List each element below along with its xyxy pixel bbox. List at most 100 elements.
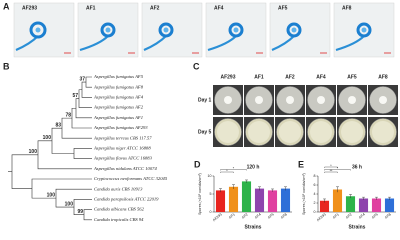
y-tick-label: 6 xyxy=(314,183,316,187)
colony xyxy=(224,96,232,104)
y-tick-label: 2 xyxy=(314,201,316,205)
panel-letter: B xyxy=(3,61,10,71)
bar xyxy=(254,188,265,212)
plate-label: AF8 xyxy=(378,74,388,80)
vesicle xyxy=(291,27,297,33)
y-axis-title: Spores (×10⁶ conidia/cm²) xyxy=(198,173,202,215)
error-bar xyxy=(284,186,287,191)
tree-branch xyxy=(75,98,92,119)
y-tick-label: 8 xyxy=(314,174,316,178)
colony xyxy=(255,96,263,104)
vesicle xyxy=(105,27,111,33)
x-tick-label: AF5 xyxy=(267,212,275,219)
conidiophore xyxy=(29,21,47,39)
image-label: AF5 xyxy=(278,5,288,11)
conidiophore xyxy=(286,22,302,38)
bootstrap-value: 57 xyxy=(72,93,78,99)
bar xyxy=(241,181,252,212)
bar xyxy=(358,198,369,212)
conidiophore xyxy=(100,22,116,38)
colony xyxy=(372,121,394,143)
panel-letter: C xyxy=(193,61,200,71)
colony xyxy=(217,121,239,143)
colony xyxy=(317,96,325,104)
error-bar xyxy=(388,196,391,200)
taxon-label: Aspergillus fumigatus AF2 xyxy=(93,105,144,110)
colony xyxy=(310,121,332,143)
vesicle xyxy=(163,27,169,33)
x-tick-label: AF8 xyxy=(384,212,392,219)
taxon-label: Candida parapsilosis ATCC 22019 xyxy=(94,196,159,201)
chart-title: 120 h xyxy=(247,164,260,170)
sig-bracket xyxy=(324,169,351,171)
bootstrap-value: 37 xyxy=(79,76,85,82)
bar xyxy=(332,189,343,212)
colony xyxy=(379,96,387,104)
x-tick-label: AF293 xyxy=(212,212,223,222)
bar xyxy=(371,198,382,212)
bootstrap-value: 100 xyxy=(47,192,56,198)
bar xyxy=(384,198,395,212)
taxon-label: Aspergillus niger ATCC 16888 xyxy=(93,145,151,150)
figure: A B C AF293 AF1 AF2 AF4 AF5 AF8 Aspergillus fu… xyxy=(3,1,398,230)
sig-mark: * xyxy=(226,169,228,173)
x-tick-label: AF293 xyxy=(316,212,327,222)
taxon-label: Aspergillus fumigatus AF1 xyxy=(93,115,143,120)
sig-bracket xyxy=(220,169,247,171)
bootstrap-value: 83 xyxy=(55,122,61,128)
bar xyxy=(319,200,330,212)
bar xyxy=(215,190,226,212)
sig-mark: * xyxy=(337,166,339,170)
taxon-label: Aspergillus fumigatus AF293 xyxy=(93,125,148,130)
error-bar xyxy=(362,196,365,200)
taxon-label: Aspergillus fumigatus AF5 xyxy=(93,74,144,79)
colony xyxy=(248,121,270,143)
taxon-label: Aspergillus nidulans ATCC 10074 xyxy=(93,166,157,171)
sig-bracket xyxy=(324,171,338,173)
bootstrap-value: 99 xyxy=(77,209,83,215)
image-label: AF1 xyxy=(86,5,96,11)
colony xyxy=(341,121,363,143)
image-label: AF2 xyxy=(150,5,160,11)
bootstrap-value: 100 xyxy=(43,135,52,141)
tree-branch xyxy=(11,154,38,189)
taxon-label: Candida albicans CBS 562 xyxy=(94,207,145,212)
x-tick-label: AF2 xyxy=(345,212,353,219)
vesicle xyxy=(361,27,367,33)
image-label: AF8 xyxy=(342,5,352,11)
sig-bracket xyxy=(220,171,234,173)
bootstrap-value: 78 xyxy=(65,112,71,118)
row-label: Day 1 xyxy=(198,97,212,103)
error-bar xyxy=(323,198,326,203)
plate-label: AF293 xyxy=(220,74,235,80)
bar xyxy=(280,188,291,212)
x-tick-label: AF8 xyxy=(280,212,288,219)
plate-label: AF1 xyxy=(254,74,264,80)
conidiophore xyxy=(356,22,372,38)
y-tick-label: 10 xyxy=(208,174,212,178)
tree-branch xyxy=(81,81,92,98)
error-bar xyxy=(349,194,352,199)
x-tick-label: AF1 xyxy=(332,212,340,219)
taxon-label: Candida tropicalis CBS 94 xyxy=(94,217,144,222)
x-axis-title: Strains xyxy=(349,224,366,230)
panel-letter: D xyxy=(194,159,201,169)
tree-branch xyxy=(73,148,92,159)
tree-branch xyxy=(78,89,92,108)
colony xyxy=(279,121,301,143)
bootstrap-value: 100 xyxy=(29,149,38,155)
y-tick-label: 0 xyxy=(314,210,316,214)
error-bar xyxy=(232,184,235,189)
error-bar xyxy=(271,188,274,192)
colony xyxy=(348,96,356,104)
y-tick-label: 4 xyxy=(314,192,316,196)
image-label: AF293 xyxy=(22,5,37,11)
y-tick-label: 5 xyxy=(210,192,212,196)
taxon-label: Aspergillus fumigatus AF4 xyxy=(93,94,144,99)
bar xyxy=(345,196,356,212)
taxon-label: Aspergillus flavus ATCC 16883 xyxy=(93,156,153,161)
sig-bracket xyxy=(324,166,338,168)
image-label: AF4 xyxy=(214,5,224,11)
y-tick-label: 0 xyxy=(210,210,212,214)
tree-branch xyxy=(51,127,74,154)
